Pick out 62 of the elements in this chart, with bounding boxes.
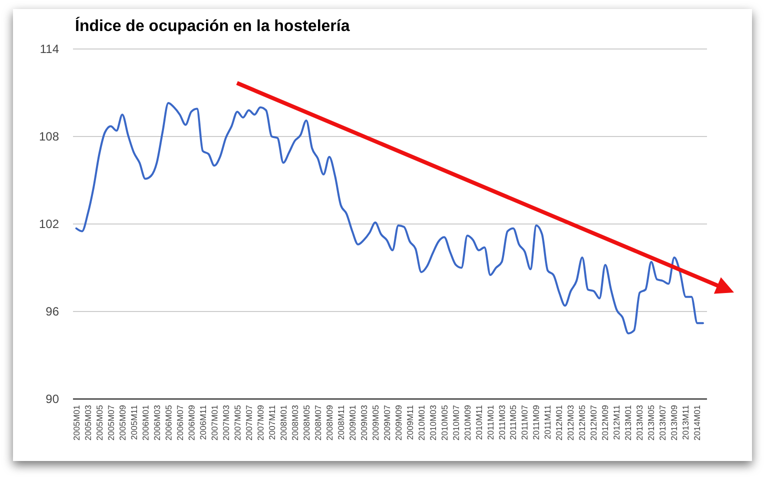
x-tick-label: 2013M11 — [680, 404, 691, 440]
x-tick-label: 2013M09 — [669, 404, 680, 440]
x-tick-label: 2005M09 — [117, 404, 128, 440]
x-tick-label: 2008M09 — [324, 404, 334, 440]
x-tick-label: 2005M01 — [71, 404, 82, 440]
x-tick-label: 2013M07 — [658, 404, 668, 440]
x-tick-label: 2012M03 — [566, 404, 576, 440]
x-tick-label: 2011M05 — [508, 404, 518, 440]
x-tick-label: 2009M11 — [404, 404, 415, 440]
x-tick-label: 2013M01 — [623, 404, 634, 440]
x-tick-label: 2006M05 — [163, 404, 174, 440]
x-tick-label: 2008M03 — [290, 404, 300, 440]
x-tick-label: 2010M07 — [450, 404, 461, 440]
y-tick-label: 102 — [38, 217, 60, 232]
x-tick-label: 2009M05 — [370, 404, 380, 440]
y-tick-label: 108 — [38, 130, 60, 144]
x-tick-label: 2009M03 — [358, 404, 369, 440]
x-tick-label: 2014M01 — [692, 404, 702, 440]
x-tick-label: 2007M11 — [266, 404, 277, 440]
x-tick-label: 2012M05 — [577, 404, 588, 440]
x-tick-label: 2005M05 — [94, 404, 104, 440]
x-tick-label: 2008M01 — [278, 404, 288, 440]
x-tick-label: 2008M11 — [336, 404, 346, 440]
x-tick-label: 2006M07 — [174, 404, 185, 440]
x-tick-label: 2007M05 — [232, 404, 242, 440]
y-tick-label: 114 — [40, 42, 60, 56]
x-tick-label: 2010M11 — [474, 404, 484, 440]
x-tick-label: 2013M03 — [634, 404, 645, 440]
x-tick-label: 2011M01 — [485, 404, 496, 440]
x-tick-label: 2011M07 — [520, 404, 530, 440]
x-tick-label: 2006M01 — [140, 404, 150, 440]
x-tick-label: 2013M05 — [646, 404, 656, 440]
x-tick-label: 2011M09 — [531, 404, 542, 440]
x-tick-label: 2010M05 — [439, 404, 450, 440]
x-tick-label: 2006M11 — [198, 404, 208, 440]
x-tick-label: 2012M01 — [554, 404, 564, 440]
x-tick-label: 2005M07 — [106, 404, 116, 440]
x-tick-label: 2008M07 — [312, 404, 323, 440]
x-tick-label: 2010M09 — [462, 404, 472, 440]
x-tick-label: 2005M11 — [128, 404, 139, 440]
x-tick-label: 2007M07 — [244, 404, 254, 440]
x-tick-label: 2007M09 — [255, 404, 266, 440]
x-tick-label: 2012M09 — [600, 404, 610, 440]
x-tick-label: 2011M11 — [542, 404, 553, 440]
x-tick-label: 2010M01 — [416, 404, 426, 440]
x-tick-label: 2008M05 — [301, 404, 312, 440]
line-series — [75, 102, 704, 334]
x-tick-label: 2009M09 — [393, 404, 404, 440]
chart-title: Índice de ocupación en la hostelería — [75, 16, 350, 35]
x-tick-label: 2006M03 — [152, 404, 162, 440]
x-tick-label: 2009M07 — [382, 404, 392, 440]
x-tick-label: 2009M01 — [347, 404, 358, 440]
x-tick-label: 2007M03 — [220, 404, 231, 440]
x-tick-label: 2006M09 — [186, 404, 196, 440]
x-tick-label: 2011M03 — [496, 404, 507, 440]
y-tick-label: 90 — [46, 392, 60, 406]
y-tick-label: 96 — [46, 304, 60, 319]
x-tick-label: 2010M03 — [428, 404, 438, 440]
x-tick-label: 2007M01 — [209, 404, 220, 440]
x-tick-label: 2012M07 — [588, 404, 599, 440]
x-tick-label: 2005M03 — [82, 404, 93, 440]
x-tick-label: 2012M11 — [612, 404, 622, 440]
